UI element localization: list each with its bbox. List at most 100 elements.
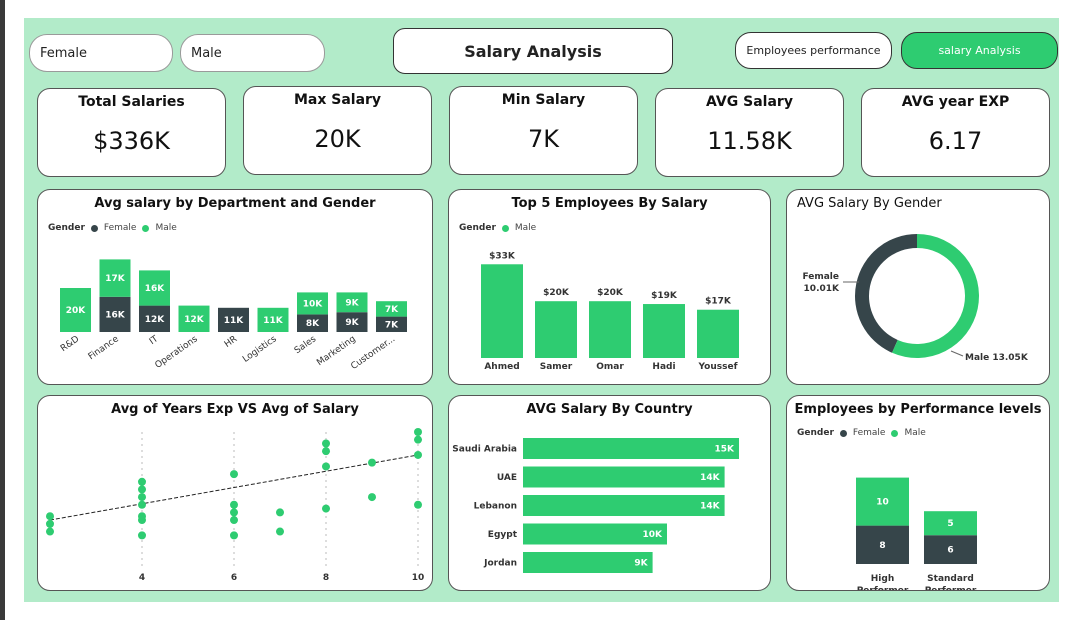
scatter-point (322, 447, 330, 456)
dept-category-label: Logistics (241, 334, 279, 365)
kpi-value: 20K (314, 125, 361, 153)
gender-female-label: Female (802, 272, 839, 282)
dept-bar-female-label: 16K (105, 310, 126, 320)
kpi-label: Total Salaries (78, 94, 185, 110)
perf-bar-female-label: 6 (947, 546, 953, 556)
top5-category-label: Hadi (652, 362, 675, 372)
scatter-point (368, 493, 376, 502)
nav-salary-analysis-button[interactable]: salary Analysis (901, 32, 1058, 69)
chart-legend: Gender Male (459, 223, 536, 233)
legend-title: Gender (797, 428, 834, 438)
dept-bar-female (99, 296, 131, 332)
top5-data-label: $20K (543, 288, 570, 298)
dept-bar-male-label: 9K (345, 298, 359, 308)
kpi-value: $336K (93, 127, 170, 155)
country-chart-svg: 15K Saudi Arabia 14K UAE 14K Lebanon 10K Egypt 9… (452, 438, 739, 573)
scatter-point (138, 493, 146, 502)
top5-category-label: Samer (540, 362, 573, 372)
scatter-point (414, 500, 422, 509)
nav-employees-performance-button[interactable]: Employees performance (735, 32, 892, 69)
country-bar (523, 438, 739, 459)
top5-chart-svg: $33K Ahmed $20K Samer $20K Omar $19K Hadi $17K Yo… (481, 251, 739, 372)
scatter-point (322, 462, 330, 471)
legend-female-label: Female (103, 223, 137, 233)
top5-chart-card: Top 5 Employees By Salary Gender Male $33… (448, 189, 771, 385)
gender-male-leader (950, 350, 964, 357)
scatter-point (138, 477, 146, 486)
dept-category-label: Operations (153, 334, 200, 371)
perf-category-label: Performer (857, 586, 909, 590)
scatter-point (230, 470, 238, 479)
perf-category-label: Standard (927, 574, 974, 584)
top5-bar (535, 301, 577, 358)
dept-bar-female (336, 312, 368, 332)
scatter-point (414, 428, 422, 436)
dept-category-label: Sales (293, 334, 319, 356)
chart-legend: Gender Female Male (48, 223, 177, 233)
top5-data-label: $33K (489, 251, 516, 261)
scatter-point (414, 435, 422, 444)
dept-category-label: HR (223, 334, 239, 350)
dept-bar-male-label: 7K (385, 305, 399, 315)
scatter-point (230, 500, 238, 509)
perf-bar-female-label: 8 (879, 541, 885, 551)
country-bar (523, 495, 725, 516)
scatter-point (322, 439, 330, 448)
dept-bar-female-label: 9K (345, 318, 359, 328)
chart-title: Employees by Performance levels (794, 402, 1042, 417)
page-title: Salary Analysis (464, 41, 602, 61)
dashboard-title-box: Salary Analysis (393, 28, 673, 74)
dept-bar-female (139, 305, 170, 332)
gender-chart-svg: Female 10.01K Male 13.05K (802, 234, 1029, 363)
top5-data-label: $17K (705, 297, 732, 307)
scatter-point (230, 531, 238, 540)
scatter-point (276, 527, 284, 536)
perf-bar-male-label: 5 (947, 519, 953, 529)
scatter-xtick-label: 4 (139, 573, 145, 583)
filter-female-button[interactable]: Female (29, 34, 173, 72)
kpi-label: Max Salary (293, 92, 382, 108)
country-category-label: Jordan (483, 559, 517, 569)
dept-bar-male (336, 292, 368, 313)
dept-bar-male (297, 292, 328, 315)
dept-bar-female-label: 11K (224, 316, 245, 326)
window-edge (0, 0, 5, 620)
dept-bar-female (376, 316, 407, 332)
perf-category-label: Performer (925, 586, 977, 590)
legend-male-label: Male (904, 428, 926, 438)
scatter-point (46, 527, 54, 536)
country-data-label: 14K (700, 473, 721, 483)
scatter-chart-svg: 4 6 8 10 (46, 428, 424, 583)
kpi-avg-year-exp: AVG year EXP 6.17 (861, 88, 1050, 177)
chart-title: AVG Salary By Gender (797, 196, 942, 211)
country-category-label: Egypt (488, 530, 518, 540)
dept-category-label: IT (148, 334, 161, 347)
nav-employees-performance-label: Employees performance (746, 44, 881, 57)
scatter-point (138, 485, 146, 494)
kpi-min-salary: Min Salary 7K (449, 86, 638, 175)
scatter-point (414, 450, 422, 459)
kpi-label: AVG year EXP (901, 94, 1010, 110)
gender-male-label: Male 13.05K (965, 353, 1029, 363)
scatter-point (138, 500, 146, 509)
filter-male-button[interactable]: Male (180, 34, 325, 72)
dept-bar-male-label: 17K (105, 274, 126, 284)
country-data-label: 15K (715, 445, 736, 455)
dept-bar-male-label: 16K (145, 284, 166, 294)
gender-chart-card: AVG Salary By Gender Female 10.01K Male 13… (786, 189, 1050, 385)
perf-bar-female (856, 525, 909, 564)
top5-bar (589, 301, 631, 358)
gender-slice-female (855, 234, 917, 353)
top5-data-label: $19K (651, 291, 678, 301)
dept-bar-male-label: 11K (263, 316, 284, 326)
dept-bar-male (178, 305, 210, 332)
country-category-label: UAE (497, 473, 517, 483)
scatter-point (322, 504, 330, 513)
top5-bar (697, 309, 739, 358)
country-data-label: 14K (700, 502, 721, 512)
dept-bar-male (257, 307, 289, 332)
dept-category-label: Customer... (349, 334, 397, 372)
legend-female-swatch (839, 429, 847, 437)
dept-category-label: R&D (59, 334, 81, 354)
